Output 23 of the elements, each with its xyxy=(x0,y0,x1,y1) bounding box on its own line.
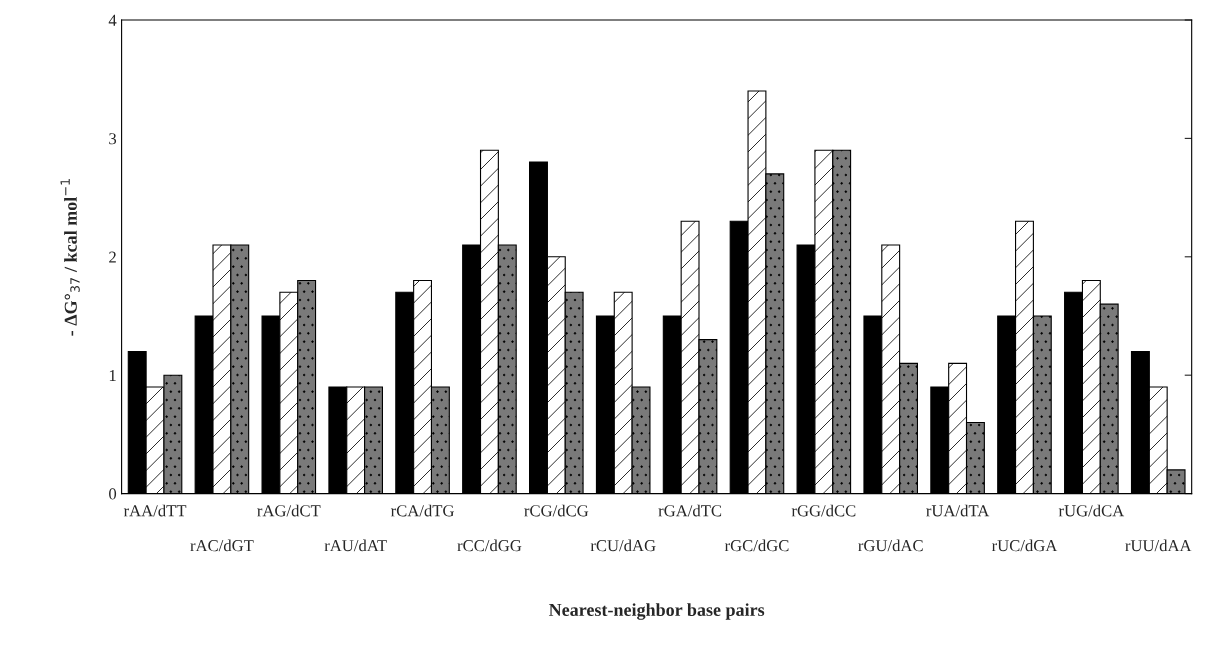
y-tick-label: 2 xyxy=(109,251,116,263)
y-axis-title: - ΔG°$_{37}$ / kcal mol$^{−1}$ xyxy=(60,179,80,336)
x-tick-label: rAG/dCT xyxy=(257,504,321,517)
x-tick-label: rGG/dCC xyxy=(791,504,856,517)
y-tick-label: 4 xyxy=(108,14,117,26)
x-tick-label: rGA/dTC xyxy=(658,504,722,517)
x-tick-label: rUU/dAA xyxy=(1125,539,1192,552)
x-tick-label: rAA/dTT xyxy=(123,504,187,517)
x-tick-label: rUA/dTA xyxy=(926,504,990,517)
y-tick-label: 0 xyxy=(109,488,117,500)
y-tick-label: 1 xyxy=(109,369,116,381)
x-tick-label: rGC/dGC xyxy=(724,539,789,552)
y-tick-label: 3 xyxy=(109,133,117,145)
x-tick-label: rCA/dTG xyxy=(390,504,454,517)
x-tick-label: rGU/dAC xyxy=(858,539,923,552)
x-axis-title: Nearest-neighbor base pairs xyxy=(548,603,765,620)
x-tick-label: rCU/dAG xyxy=(590,539,656,552)
x-tick-label: rUG/dCA xyxy=(1058,504,1125,517)
x-tick-label: rAC/dGT xyxy=(190,539,254,552)
x-tick-label: rCG/dCG xyxy=(524,504,589,517)
x-tick-label: rCC/dGG xyxy=(457,539,522,552)
x-tick-label: rAU/dAT xyxy=(324,539,387,552)
x-tick-label: rUC/dGA xyxy=(991,539,1058,552)
